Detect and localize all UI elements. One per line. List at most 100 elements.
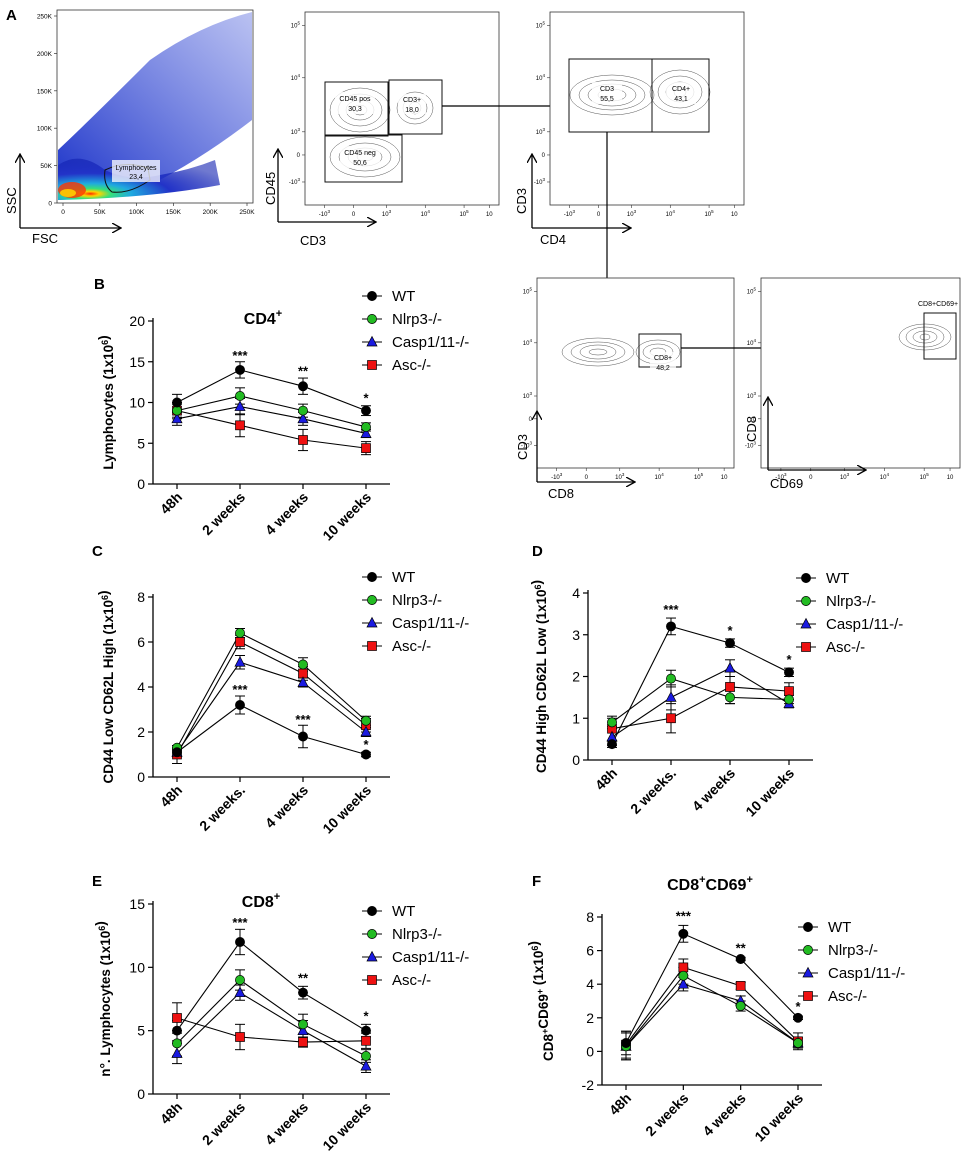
- log-xtick-label: -103: [564, 209, 576, 218]
- data-point-marker: [678, 928, 689, 939]
- flow-plot-cd4-cd3: CD3 55,5 CD4+ 43,1 -103 0 103 104 105 10 105 10…: [514, 11, 745, 330]
- data-point-marker: [802, 966, 814, 978]
- legend-label: Casp1/11-/-: [392, 949, 469, 966]
- x-tick-label: 4 weeks: [262, 1099, 311, 1148]
- log-ytick-label: 0: [542, 153, 546, 159]
- significance-label: ***: [232, 348, 248, 363]
- ssc-axis-label: SSC: [4, 187, 19, 214]
- log-ytick-label: 104: [536, 73, 546, 82]
- log-xtick-label: 103: [627, 209, 637, 218]
- data-point-marker: [800, 617, 812, 629]
- series-line: [176, 979, 367, 1057]
- lymphocyte-gate-label: Lymphocytes: [116, 165, 157, 172]
- contour-cd8-left: [561, 337, 635, 367]
- data-point-marker: [361, 422, 371, 432]
- fsc-axis-label: FSC: [32, 231, 58, 246]
- cd3-axis-label: CD3: [300, 233, 326, 248]
- lymphocyte-gate-value: 23,4: [129, 174, 143, 181]
- data-point-marker: [621, 1038, 631, 1048]
- gate-cd3-label: CD3: [600, 86, 614, 93]
- data-point-marker: [361, 1051, 371, 1061]
- y-tick-label: 2: [137, 724, 145, 740]
- fsc-xtick-label: 50K: [94, 209, 106, 216]
- legend-label: WT: [392, 569, 415, 586]
- data-point-marker: [172, 1038, 182, 1049]
- gate-cd45pos-label: CD45 pos: [339, 96, 371, 103]
- data-point-marker: [666, 713, 676, 724]
- y-tick-label: 4: [586, 976, 594, 992]
- data-point-marker: [666, 673, 676, 684]
- data-point-marker: [360, 1059, 372, 1071]
- y-axis-label: CD44 High CD62L Low (1x106): [529, 580, 549, 773]
- data-point-marker: [678, 962, 689, 973]
- y-tick-label: 20: [129, 313, 145, 329]
- y-tick-label: 8: [137, 589, 145, 605]
- log-xtick-label: 104: [880, 472, 890, 481]
- log-xtick-label: 0: [597, 212, 601, 218]
- data-point-marker: [803, 922, 813, 932]
- log-ytick-label: 104: [523, 338, 533, 347]
- cd3-lower-axis-label: CD3: [515, 434, 530, 460]
- log-ytick-label: 0: [297, 153, 301, 159]
- legend-label: Asc-/-: [392, 972, 431, 989]
- data-point-marker: [172, 747, 182, 758]
- series-line: [625, 983, 799, 1047]
- x-tick-label: 48h: [157, 1099, 185, 1127]
- log-xtick-label: 0: [809, 475, 813, 481]
- data-point-marker: [298, 731, 308, 742]
- data-point-marker: [361, 443, 371, 453]
- fsc-ytick-label: 250K: [37, 14, 53, 21]
- fsc-ytick-label: 200K: [37, 51, 53, 58]
- x-tick-label: 10 weeks: [319, 782, 374, 837]
- gate-cd3-value: 55,5: [600, 96, 614, 103]
- x-tick-label: 10 weeks: [751, 1090, 806, 1145]
- data-point-marker: [367, 314, 377, 324]
- fsc-xtick-label: 250K: [239, 209, 255, 216]
- gate-cd8-cd69: [923, 312, 957, 360]
- data-point-marker: [298, 1019, 308, 1030]
- gate-cd3pos-label: CD3+: [403, 97, 421, 104]
- significance-label: **: [298, 971, 309, 986]
- log-ytick-label: -103: [745, 440, 757, 449]
- gate-cd45neg-value: 50,6: [353, 160, 367, 167]
- legend-label: Asc-/-: [392, 357, 431, 374]
- data-point-marker: [725, 692, 735, 703]
- series-line: [625, 933, 799, 1044]
- data-point-marker: [793, 1038, 803, 1048]
- cd45-axis-label: CD45: [263, 172, 278, 205]
- log-xtick-label: 104: [655, 472, 665, 481]
- data-point-marker: [297, 676, 309, 687]
- series-line: [176, 406, 367, 435]
- log-ytick-label: 103: [747, 391, 757, 400]
- data-point-marker: [360, 725, 372, 737]
- log-xtick-label: 103: [615, 472, 625, 481]
- x-tick-label: 48h: [606, 1090, 634, 1118]
- log-xtick-label: 105: [704, 209, 714, 218]
- log-xtick-label: 0: [352, 212, 356, 218]
- panel-letter-c: C: [92, 543, 103, 560]
- data-point-marker: [366, 616, 378, 628]
- flow-plot-cd69-cd8: CD8+CD69+ -103 0 103 104 105 10 105 104 103 0 -103…: [744, 277, 961, 491]
- data-point-marker: [235, 391, 245, 401]
- data-point-marker: [171, 412, 183, 424]
- cd69-axis-label: CD69: [770, 476, 803, 491]
- log-xtick-label: 10: [947, 475, 954, 481]
- y-tick-label: 6: [586, 943, 594, 959]
- x-tick-label: 4 weeks: [699, 1090, 748, 1139]
- data-point-marker: [235, 628, 245, 638]
- panel-letter-b: B: [94, 276, 105, 293]
- data-point-marker: [298, 381, 308, 392]
- y-tick-label: 3: [572, 627, 580, 643]
- data-point-marker: [367, 572, 377, 582]
- fsc-xtick-label: 100K: [129, 209, 145, 216]
- data-point-marker: [235, 420, 245, 431]
- significance-label: **: [298, 364, 309, 379]
- series-line: [625, 966, 799, 1046]
- significance-label: ***: [663, 602, 679, 617]
- data-point-marker: [735, 981, 746, 991]
- fsc-ytick-label: 50K: [40, 163, 52, 170]
- significance-label: *: [363, 737, 369, 752]
- data-point-marker: [297, 412, 309, 424]
- y-tick-label: 4: [572, 585, 580, 601]
